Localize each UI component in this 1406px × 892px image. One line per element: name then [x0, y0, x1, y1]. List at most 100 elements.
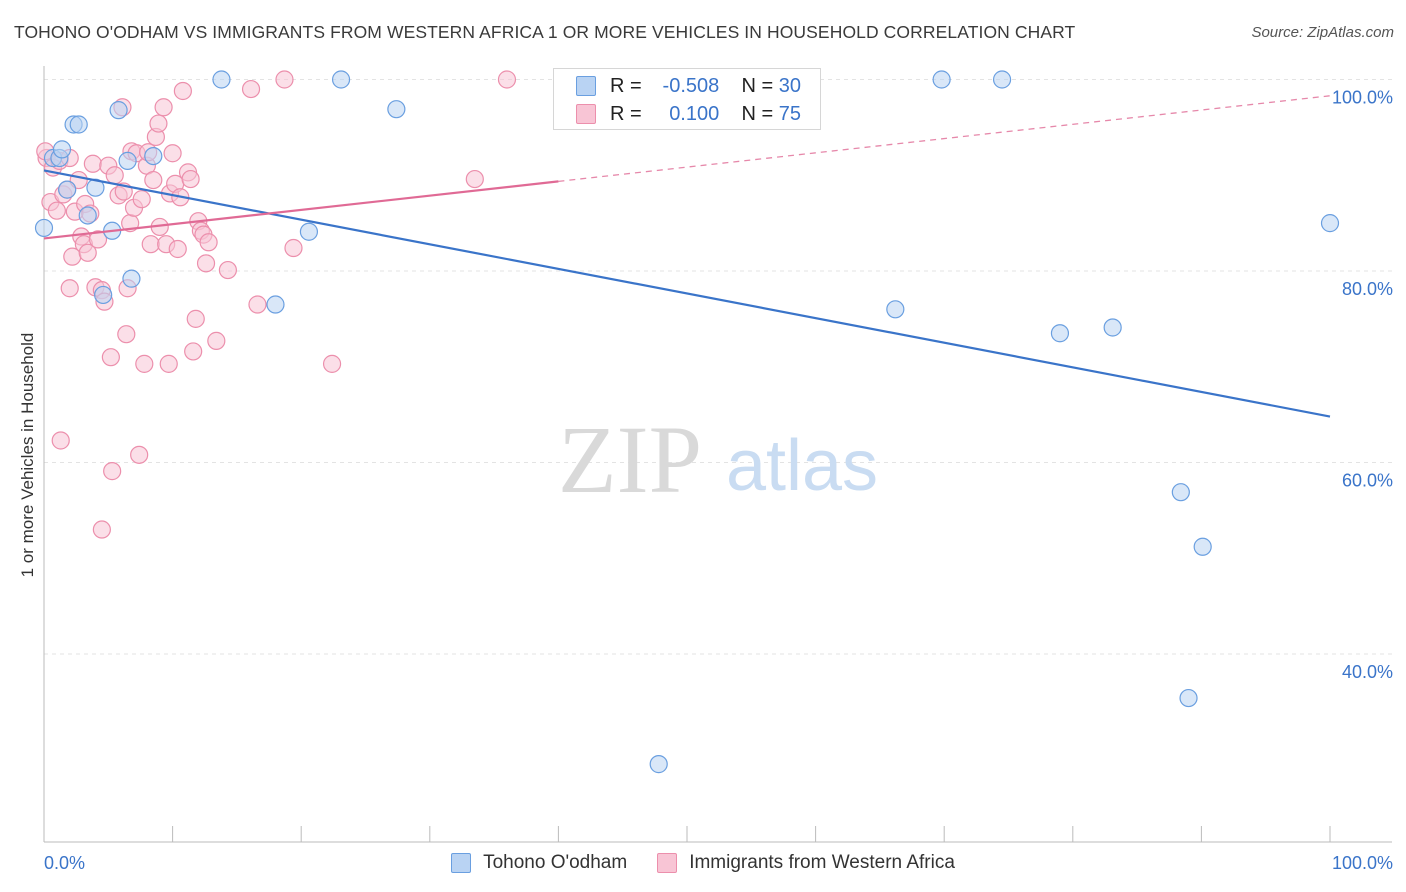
watermark-zip: ZIP	[558, 406, 702, 513]
data-point	[322, 354, 342, 373]
data-point	[103, 462, 122, 481]
data-point	[1179, 688, 1198, 708]
y-tick-label: 80.0%	[1342, 279, 1393, 299]
watermark-atlas: atlas	[726, 426, 878, 506]
data-point	[1193, 537, 1212, 556]
data-point	[144, 147, 163, 166]
data-point	[168, 239, 187, 259]
data-point	[78, 206, 97, 225]
data-point	[1171, 483, 1190, 502]
legend-row-tohono: R = -0.508 N = 30	[576, 74, 801, 98]
data-point	[241, 79, 261, 99]
data-point	[122, 269, 141, 288]
series-legend-western-africa[interactable]: Immigrants from Western Africa	[657, 852, 955, 874]
data-point	[331, 70, 351, 89]
data-point	[118, 151, 137, 170]
data-point	[196, 254, 216, 273]
data-point	[1050, 324, 1070, 343]
data-point	[284, 238, 303, 258]
trend-line-pink	[43, 180, 559, 240]
data-point	[60, 279, 79, 298]
data-point	[135, 354, 154, 373]
data-point	[992, 70, 1012, 89]
data-point	[199, 233, 218, 252]
data-point	[248, 295, 267, 314]
data-point	[266, 295, 285, 314]
series-legend-tohono[interactable]: Tohono O'odham	[451, 852, 627, 874]
data-point	[34, 218, 54, 238]
data-point	[1103, 318, 1122, 337]
data-point	[497, 70, 517, 89]
trend-line-blue	[43, 169, 1331, 418]
series-legend: Tohono O'odham Immigrants from Western A…	[0, 852, 1406, 874]
data-points	[34, 70, 1340, 774]
source-label: Source: ZipAtlas.com	[1251, 24, 1394, 41]
data-point	[299, 222, 319, 241]
legend-r-value: -0.508	[662, 74, 720, 97]
y-tick-label: 60.0%	[1342, 471, 1393, 491]
data-point	[275, 70, 294, 89]
data-point	[186, 309, 205, 328]
watermark: ZIP atlas	[558, 406, 878, 513]
series-name: Immigrants from Western Africa	[689, 852, 955, 873]
data-point	[92, 520, 111, 539]
data-point	[141, 235, 160, 254]
chart-title: TOHONO O'ODHAM VS IMMIGRANTS FROM WESTER…	[14, 22, 1076, 42]
grid-lines	[44, 79, 1392, 655]
series-name: Tohono O'odham	[483, 852, 628, 873]
data-point	[130, 445, 149, 464]
legend-n-value: 30	[778, 74, 801, 97]
data-point	[144, 170, 163, 190]
legend-r-label: R =	[610, 102, 642, 125]
data-point	[154, 98, 173, 117]
legend-swatch-blue	[576, 76, 596, 96]
data-point	[387, 100, 406, 119]
trend-line-pink-dashed	[558, 95, 1331, 183]
data-point	[649, 755, 668, 774]
data-point	[181, 169, 200, 189]
y-tick-label: 40.0%	[1342, 662, 1393, 682]
data-point	[51, 431, 70, 450]
data-point	[101, 348, 120, 367]
data-point	[105, 166, 124, 185]
data-point	[1320, 214, 1340, 233]
data-point	[886, 300, 905, 319]
tick-labels: 100.0% 80.0% 60.0% 40.0% 0.0% 100.0%	[44, 88, 1393, 874]
data-point	[47, 201, 66, 220]
data-point	[218, 260, 237, 280]
data-point	[173, 81, 192, 101]
data-point	[94, 285, 113, 305]
correlation-legend: R = -0.508 N = 30 R = 0.100 N = 75	[553, 68, 821, 130]
trend-lines	[43, 95, 1331, 418]
series-swatch-blue	[451, 853, 472, 873]
data-point	[52, 140, 72, 159]
legend-swatch-pink	[576, 104, 596, 124]
y-tick-label: 100.0%	[1332, 88, 1393, 108]
data-point	[58, 180, 77, 199]
axes	[43, 66, 1392, 843]
data-point	[78, 243, 97, 262]
data-point	[932, 70, 951, 89]
data-point	[69, 115, 88, 134]
data-point	[117, 325, 136, 344]
data-point	[212, 70, 231, 89]
data-point	[163, 144, 182, 163]
data-point	[83, 154, 102, 173]
legend-n-label: N =	[741, 102, 774, 125]
legend-row-western-africa: R = 0.100 N = 75	[576, 102, 801, 126]
data-point	[159, 354, 178, 373]
legend-r-value: 0.100	[669, 102, 720, 125]
data-point	[88, 230, 108, 249]
series-swatch-pink	[657, 853, 678, 873]
data-point	[465, 169, 484, 189]
data-point	[109, 101, 128, 120]
x-tick-label: 0.0%	[44, 853, 85, 873]
data-point	[132, 190, 151, 209]
data-point	[149, 114, 168, 133]
legend-n-label: N =	[741, 74, 774, 97]
data-point	[207, 331, 226, 350]
data-point	[184, 342, 203, 361]
legend-r-label: R =	[610, 74, 642, 97]
x-tick-label: 100.0%	[1332, 853, 1393, 873]
